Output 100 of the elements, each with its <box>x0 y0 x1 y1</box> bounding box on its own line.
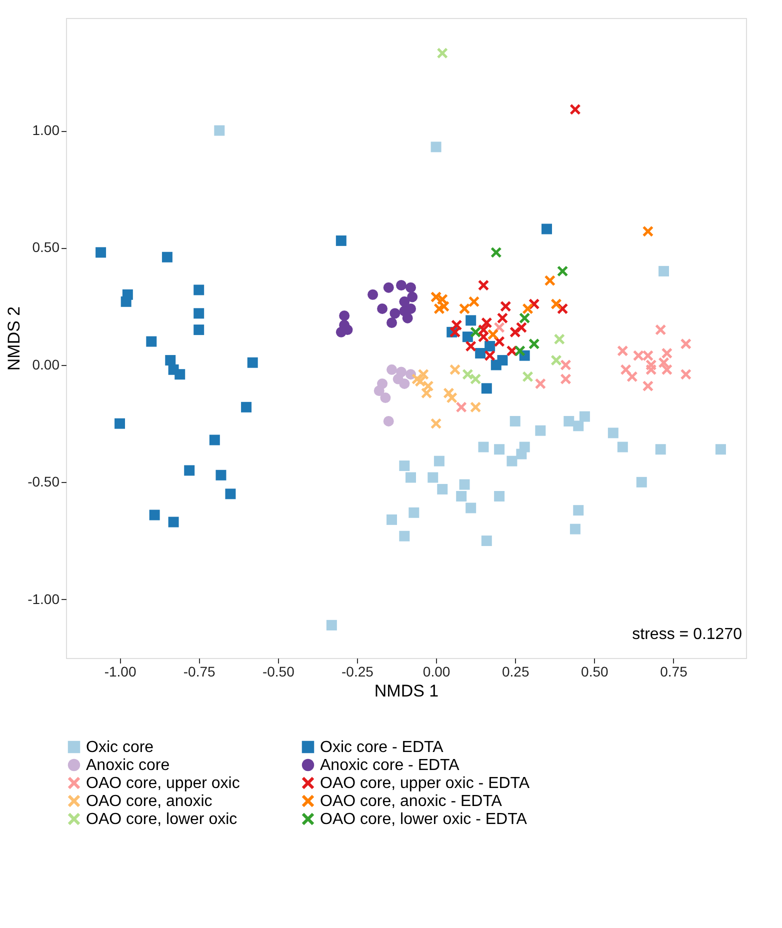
point <box>494 491 505 502</box>
point <box>655 444 666 455</box>
point <box>510 416 520 426</box>
point <box>406 303 416 314</box>
point <box>149 510 160 520</box>
legend-label: Anoxic core <box>86 757 170 774</box>
point <box>484 340 496 352</box>
legend-label: OAO core, lower oxic - EDTA <box>320 811 528 828</box>
point <box>470 402 481 412</box>
point <box>377 303 388 314</box>
point <box>542 224 552 234</box>
point <box>554 334 565 344</box>
point <box>434 456 444 466</box>
point <box>114 418 126 429</box>
annotation: stress = 0.1270 <box>632 626 742 643</box>
point <box>478 332 489 342</box>
point <box>478 442 489 452</box>
point <box>481 318 492 328</box>
point <box>399 296 410 307</box>
point <box>462 332 473 342</box>
point <box>438 301 450 312</box>
point <box>430 142 442 152</box>
point <box>470 326 481 338</box>
point <box>408 507 420 518</box>
point <box>500 301 511 312</box>
point <box>430 418 442 429</box>
y-tick-label: 1.00 <box>32 122 60 138</box>
point <box>626 371 638 382</box>
x-axis-title: NMDS 1 <box>374 682 439 700</box>
point <box>399 460 410 472</box>
point <box>446 392 458 404</box>
point <box>450 326 460 338</box>
point <box>655 324 666 336</box>
point <box>522 371 534 382</box>
x-tick-label: -1.00 <box>104 664 136 680</box>
point <box>560 374 571 384</box>
point <box>396 280 406 290</box>
point <box>573 420 584 432</box>
x-tick-label: -0.50 <box>262 664 295 680</box>
point <box>497 312 508 324</box>
point <box>96 247 106 258</box>
point <box>456 491 467 502</box>
point <box>642 380 654 392</box>
point <box>617 442 628 452</box>
point <box>120 296 132 307</box>
point <box>399 530 410 542</box>
legend-label: Oxic core <box>86 739 154 756</box>
point <box>336 235 346 246</box>
x-tick-label: 0.50 <box>581 664 609 680</box>
point <box>570 104 580 115</box>
point <box>412 374 422 384</box>
point <box>386 318 398 328</box>
point <box>481 536 492 546</box>
point <box>497 355 508 366</box>
point <box>165 355 176 366</box>
point <box>326 620 337 630</box>
point <box>162 252 172 262</box>
point <box>421 388 432 398</box>
point <box>402 312 413 324</box>
y-axis-title: NMDS 2 <box>4 306 24 371</box>
point <box>642 226 654 237</box>
point <box>646 364 656 375</box>
point <box>386 364 398 375</box>
point <box>557 266 568 276</box>
point <box>494 322 505 333</box>
point <box>456 402 467 412</box>
point <box>481 383 492 394</box>
point <box>680 369 692 380</box>
point <box>383 282 394 293</box>
point <box>658 357 670 368</box>
point <box>535 378 546 389</box>
point <box>573 505 584 516</box>
point <box>494 444 505 455</box>
point <box>484 350 496 361</box>
point <box>406 472 416 483</box>
point <box>560 360 571 370</box>
x-tick-label: 0.00 <box>422 664 450 680</box>
point <box>478 280 489 290</box>
point <box>528 338 540 350</box>
point <box>383 416 394 426</box>
point <box>564 416 574 426</box>
y-tick-label: -0.50 <box>28 474 60 490</box>
point <box>535 425 546 436</box>
point <box>617 346 628 356</box>
point <box>494 336 505 347</box>
point <box>470 374 481 384</box>
point <box>407 292 418 302</box>
legend-label: OAO core, upper oxic <box>86 775 240 792</box>
point <box>466 340 476 352</box>
legend-label: Anoxic core - EDTA <box>320 757 460 774</box>
point <box>468 296 480 307</box>
point <box>399 378 410 389</box>
point <box>146 336 157 347</box>
point <box>715 444 726 455</box>
x-tick-label: 0.25 <box>502 664 530 680</box>
x-tick-label: -0.25 <box>342 664 374 680</box>
legend-label: OAO core, anoxic <box>86 793 212 810</box>
y-tick-label: 0.00 <box>32 356 60 372</box>
point <box>466 315 476 326</box>
point <box>216 470 226 480</box>
